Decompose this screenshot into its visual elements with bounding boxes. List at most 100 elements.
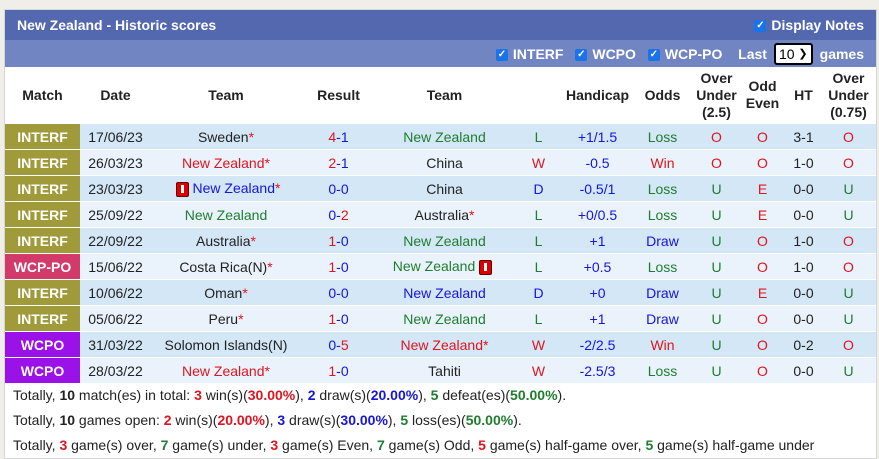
team-away[interactable]: New Zealand <box>376 279 513 306</box>
score-sep: - <box>336 310 341 327</box>
team-away[interactable]: New Zealand* <box>376 331 513 358</box>
team-name[interactable]: New Zealand <box>403 284 486 301</box>
team-name[interactable]: Australia <box>196 232 251 249</box>
team-name[interactable]: New Zealand <box>392 258 476 275</box>
team-name[interactable]: China <box>426 154 463 171</box>
result[interactable]: 1-0 <box>301 305 376 332</box>
home-score: 0 <box>328 284 337 301</box>
team-name[interactable]: Costa Rica(N) <box>179 258 268 275</box>
result[interactable]: 1-0 <box>301 253 376 280</box>
team-away[interactable]: New Zealand <box>376 123 513 150</box>
team-name[interactable]: New Zealand <box>403 232 486 249</box>
checkbox-icon[interactable]: ✓ <box>754 20 767 33</box>
team-name[interactable]: New Zealand <box>182 154 265 171</box>
team-name[interactable]: Sweden <box>197 128 249 145</box>
table-row: WCP-PO 15/06/22 Costa Rica(N)* 1-0 New Zeala… <box>5 253 876 280</box>
result[interactable]: 0-5 <box>301 331 376 358</box>
handicap: +1 <box>564 227 631 254</box>
column-header: HT <box>794 86 813 103</box>
team-home[interactable]: Solomon Islands(N) <box>151 331 301 358</box>
team-name[interactable]: Tahiti <box>428 362 461 379</box>
summary-text: ). <box>513 412 522 428</box>
team-away[interactable]: China <box>376 149 513 176</box>
league-badge[interactable]: INTERF <box>5 201 80 228</box>
team-name[interactable]: Solomon Islands(N) <box>164 336 288 353</box>
team-home[interactable]: Peru* <box>151 305 301 332</box>
league-badge[interactable]: INTERF <box>5 175 80 202</box>
favorite-star: * <box>264 154 270 171</box>
filter-label: WCPO <box>592 45 636 62</box>
league-badge[interactable]: WCPO <box>5 357 80 383</box>
games-count-select[interactable]: 10 ❯ <box>773 42 813 65</box>
result[interactable]: 1-0 <box>301 227 376 254</box>
over-under-0-75: O <box>821 227 876 254</box>
team-name[interactable]: New Zealand <box>182 362 265 379</box>
checkbox-icon[interactable]: ✓ <box>575 48 588 61</box>
team-away[interactable]: China <box>376 175 513 202</box>
score-sep: - <box>336 362 341 379</box>
team-away[interactable]: Australia* <box>376 201 513 228</box>
summary-text: game(s) Even, <box>278 437 377 453</box>
team-home[interactable]: New Zealand* <box>151 149 301 176</box>
column-header <box>513 67 564 124</box>
filter-interf[interactable]: ✓ INTERF <box>495 46 563 62</box>
checkbox-icon[interactable]: ✓ <box>495 48 508 61</box>
table-row: INTERF 10/06/22 Oman* 0-0 New Zealand D +0 Draw… <box>5 279 876 306</box>
team-name[interactable]: New Zealand <box>400 336 484 353</box>
checkbox-icon[interactable]: ✓ <box>647 48 660 61</box>
team-home[interactable]: New Zealand <box>151 201 301 228</box>
league-badge[interactable]: INTERF <box>5 279 80 306</box>
odds-result: Draw <box>631 227 694 254</box>
team-name[interactable]: Peru <box>208 310 239 327</box>
column-header: Date <box>100 86 131 103</box>
team-away[interactable]: New Zealand <box>376 253 513 280</box>
league-badge[interactable]: INTERF <box>5 123 80 150</box>
team-name[interactable]: New Zealand <box>192 180 276 197</box>
result[interactable]: 0-0 <box>301 279 376 306</box>
team-name[interactable]: Oman <box>204 284 243 301</box>
team-away[interactable]: Tahiti <box>376 357 513 383</box>
result[interactable]: 4-1 <box>301 123 376 150</box>
team-name[interactable]: China <box>426 180 463 197</box>
filter-wcpo[interactable]: ✓ WCPO <box>575 46 636 62</box>
over-under-0-75: O <box>821 149 876 176</box>
team-name[interactable]: New Zealand <box>403 128 486 145</box>
away-score: 0 <box>340 284 349 301</box>
team-away[interactable]: New Zealand <box>376 305 513 332</box>
odds-result: Loss <box>631 357 694 383</box>
odd-even: E <box>739 175 786 202</box>
team-home[interactable]: New Zealand* <box>151 357 301 383</box>
team-home[interactable]: New Zealand* <box>151 175 301 202</box>
team-home[interactable]: Australia* <box>151 227 301 254</box>
league-badge[interactable]: INTERF <box>5 149 80 176</box>
team-home[interactable]: Oman* <box>151 279 301 306</box>
team-name[interactable]: Australia <box>414 206 469 223</box>
odd-even: E <box>739 201 786 228</box>
result[interactable]: 0-0 <box>301 175 376 202</box>
league-badge[interactable]: INTERF <box>5 305 80 332</box>
league-badge[interactable]: WCPO <box>5 331 80 358</box>
display-notes-toggle[interactable]: ✓ Display Notes <box>754 17 864 33</box>
filter-wcp-po[interactable]: ✓ WCP-PO <box>647 46 722 62</box>
column-header: Over Under (0.75) <box>828 69 869 120</box>
column-header: Team <box>208 86 244 103</box>
odd-even: O <box>739 149 786 176</box>
away-score: 1 <box>340 128 349 145</box>
away-score: 1 <box>340 154 349 171</box>
team-away[interactable]: New Zealand <box>376 227 513 254</box>
team-name[interactable]: New Zealand <box>403 310 486 327</box>
team-home[interactable]: Costa Rica(N)* <box>151 253 301 280</box>
over-under-2-5: U <box>694 305 739 332</box>
result[interactable]: 1-0 <box>301 357 376 383</box>
team-home[interactable]: Sweden* <box>151 123 301 150</box>
summary-text: 5 <box>400 412 409 428</box>
win-loss: L <box>513 201 564 228</box>
result[interactable]: 0-2 <box>301 201 376 228</box>
team-name[interactable]: New Zealand <box>184 206 268 223</box>
away-score: 2 <box>340 206 349 223</box>
over-under-2-5: U <box>694 253 739 280</box>
league-badge[interactable]: WCP-PO <box>5 253 80 280</box>
league-badge[interactable]: INTERF <box>5 227 80 254</box>
home-score: 0 <box>328 336 337 353</box>
result[interactable]: 2-1 <box>301 149 376 176</box>
